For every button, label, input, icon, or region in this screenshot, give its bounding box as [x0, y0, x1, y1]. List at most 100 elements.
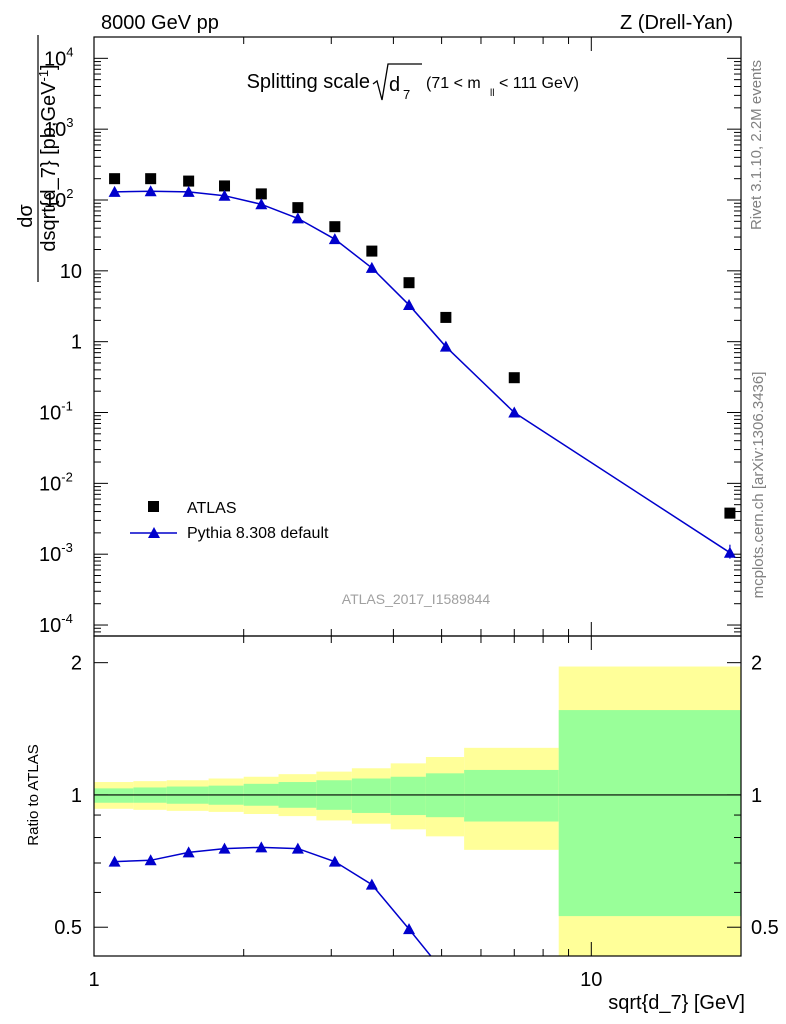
atlas-point — [219, 180, 231, 192]
title-root-sub: 7 — [403, 87, 410, 102]
y-tick-exp: -3 — [61, 540, 73, 555]
title-range-post: < 111 GeV) — [499, 75, 579, 92]
y-tick-label: 102 — [44, 186, 73, 212]
main-plot-frame — [93, 36, 742, 637]
y-tick-label: 10-3 — [39, 540, 73, 566]
atlas-point — [255, 188, 267, 200]
y-tick-label: 104 — [44, 44, 73, 70]
pythia-ratio-point — [440, 969, 452, 980]
title-text: Splitting scale — [247, 71, 370, 93]
y-tick-exp: 2 — [66, 186, 73, 201]
main-ylabel: dσ dsqrt{d_7} [pb,GeV-1] — [15, 35, 60, 282]
x-tick-label: 1 — [88, 969, 99, 991]
analysis-watermark: ATLAS_2017_I1589844 — [342, 591, 491, 607]
y-tick-label-right: 1 — [751, 785, 762, 807]
y-tick-label: 1 — [71, 785, 82, 807]
y-tick-exp: -1 — [61, 399, 73, 414]
ratio-series-clipped — [108, 841, 452, 980]
atlas-point — [440, 311, 452, 323]
atlas-point — [292, 202, 304, 214]
legend-atlas-marker — [148, 501, 159, 512]
atlas-point — [724, 507, 736, 519]
green-band — [464, 769, 559, 822]
pythia-ratio-point — [144, 854, 157, 866]
ratio-ylabel: Ratio to ATLAS — [25, 744, 42, 845]
ylabel-numerator: dσ — [15, 204, 37, 228]
green-band — [558, 710, 741, 917]
y-tick-exp: -2 — [61, 469, 73, 484]
pythia-point — [218, 189, 231, 201]
y-tick-base: 10 — [44, 190, 66, 212]
y-tick-label-right: 0.5 — [751, 917, 779, 939]
y-tick-label: 2 — [71, 653, 82, 675]
y-tick-label: 10 — [60, 261, 82, 283]
pythia-point — [508, 406, 521, 418]
title-root: d — [389, 74, 400, 96]
ratio-series-layer — [108, 841, 452, 980]
legend-pythia-label: Pythia 8.308 default — [187, 525, 329, 542]
atlas-point — [109, 173, 121, 185]
ratio-plot-frame — [93, 635, 742, 957]
y-tick-base: 10 — [44, 119, 66, 141]
main-series-layer — [108, 173, 736, 559]
pythia-ratio-point — [108, 855, 121, 867]
pythia-point — [439, 340, 452, 352]
main-title: Splitting scale d 7 (71 < m ll < 111 GeV… — [247, 63, 579, 102]
ylabel-sup: -1 — [36, 70, 51, 82]
y-tick-base: 1 — [71, 332, 82, 354]
pythia-point — [108, 185, 121, 197]
y-tick-base: 10 — [39, 403, 61, 425]
legend-atlas-label: ATLAS — [187, 500, 237, 517]
y-tick-label: 0.5 — [54, 917, 82, 939]
green-band — [390, 776, 426, 816]
atlas-point — [329, 221, 341, 233]
beam-label: 8000 GeV pp — [101, 12, 219, 34]
y-tick-label-right: 2 — [751, 653, 762, 675]
pythia-point — [365, 261, 378, 273]
atlas-point — [183, 175, 195, 187]
legend-pythia-marker — [148, 527, 160, 538]
y-tick-label: 10-2 — [39, 469, 73, 495]
y-tick-label: 10-4 — [39, 611, 73, 637]
sqrt-sign — [372, 63, 422, 101]
process-label: Z (Drell-Yan) — [620, 12, 733, 34]
atlas-point — [145, 173, 157, 185]
pythia-ratio-point — [255, 841, 268, 853]
pythia-point — [182, 185, 195, 197]
y-tick-label: 1 — [71, 332, 82, 354]
pythia-point — [328, 233, 341, 245]
mcplots-label: mcplots.cern.ch [arXiv:1306.3436] — [750, 372, 767, 599]
green-band — [351, 778, 391, 813]
y-tick-label: 10-1 — [39, 399, 73, 425]
legend: ATLAS Pythia 8.308 default — [130, 500, 329, 542]
y-tick-exp: -4 — [61, 611, 73, 626]
atlas-point — [508, 372, 520, 384]
pythia-ratio-point — [291, 842, 304, 854]
atlas-point — [366, 245, 378, 257]
pythia-ratio-line — [114, 846, 432, 956]
pythia-point — [403, 298, 416, 310]
y-tick-exp: 3 — [66, 115, 73, 130]
ylabel-close: ] — [38, 64, 60, 70]
y-tick-label: 103 — [44, 115, 73, 141]
rivet-label: Rivet 3.1.10, 2.2M events — [748, 60, 765, 230]
pythia-point — [291, 212, 304, 224]
ylabel-den-text: dsqrt{d_7} [pb,GeV — [38, 81, 60, 252]
title-range-sub: ll — [490, 88, 494, 99]
y-tick-base: 10 — [44, 48, 66, 70]
y-tick-base: 10 — [39, 473, 61, 495]
pythia-ratio-point — [218, 842, 231, 854]
ratio-bands — [94, 666, 741, 956]
y-tick-base: 10 — [60, 261, 82, 283]
pythia-line — [114, 190, 731, 554]
y-tick-base: 10 — [39, 544, 61, 566]
pythia-ratio-point — [403, 923, 416, 935]
pythia-point — [144, 185, 157, 197]
y-tick-base: 10 — [39, 615, 61, 637]
title-range-pre: (71 < m — [426, 75, 481, 92]
pythia-ratio-point — [328, 855, 341, 867]
green-band — [94, 788, 134, 803]
pythia-ratio-point — [182, 846, 195, 858]
ylabel-denominator: dsqrt{d_7} [pb,GeV-1] — [36, 64, 60, 251]
